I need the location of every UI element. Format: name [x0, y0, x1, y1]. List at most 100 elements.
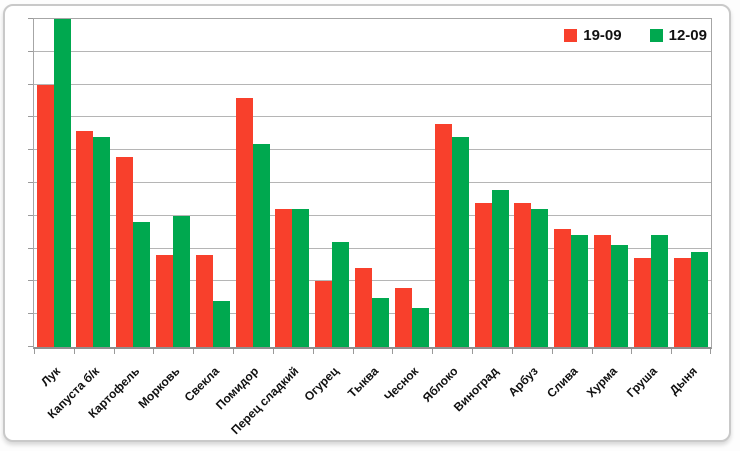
x-axis-label: Огурец: [301, 364, 342, 404]
x-axis-tick: [34, 349, 35, 354]
x-axis-label: Перец сладкий: [228, 364, 302, 438]
bar-12-09-Лук: [53, 19, 71, 347]
x-axis-label: Картофель: [85, 364, 143, 421]
bar-group-Хурма: [592, 19, 632, 347]
bar-12-09-Дыня: [690, 251, 708, 347]
gridline: [34, 83, 711, 85]
bar-group-Яблоко: [432, 19, 472, 347]
bar-19-09-Чеснок: [394, 287, 412, 347]
bar-12-09-Помидор: [252, 143, 270, 347]
legend-swatch-green: [649, 29, 663, 42]
legend-item-19-09: 19-09: [564, 27, 622, 44]
bar-group-Чеснок: [392, 19, 432, 347]
gridline: [34, 214, 711, 216]
x-axis-label: Дыня: [666, 364, 700, 398]
bar-12-09-Свекла: [212, 301, 230, 347]
x-axis-label: Арбуз: [505, 364, 541, 400]
bar-19-09-Лук: [36, 84, 54, 347]
bar-19-09-Перец сладкий: [275, 209, 293, 347]
bar-19-09-Капуста б/к: [76, 130, 94, 347]
bar-group-Груша: [631, 19, 671, 347]
x-axis-label: Лук: [37, 364, 63, 389]
x-axis-label: Виноград: [450, 364, 501, 415]
x-axis-label: Морковь: [135, 364, 183, 412]
bar-12-09-Перец сладкий: [292, 209, 310, 347]
bar-group-Огурец: [313, 19, 353, 347]
bar-group-Свекла: [193, 19, 233, 347]
bar-12-09-Тыква: [372, 297, 390, 347]
x-axis-tick: [312, 349, 314, 354]
x-axis-label: Чеснок: [381, 364, 422, 404]
x-axis-label: Груша: [624, 364, 660, 401]
x-axis-tick: [113, 349, 115, 354]
bar-group-Картофель: [114, 19, 154, 347]
bar-12-09-Картофель: [133, 222, 151, 347]
x-axis-tick: [432, 349, 434, 354]
x-axis-tick: [73, 349, 75, 354]
y-axis-tick: [28, 182, 33, 183]
bar-group-Арбуз: [512, 19, 552, 347]
x-axis-tick: [511, 349, 513, 354]
x-axis-tick: [233, 349, 235, 354]
y-axis-tick: [28, 346, 33, 347]
bar-19-09-Свекла: [195, 255, 213, 347]
x-axis-tick: [631, 349, 633, 354]
x-axis-tick: [153, 349, 155, 354]
y-axis-tick: [28, 247, 33, 249]
gridline: [34, 182, 711, 183]
bar-12-09-Груша: [650, 235, 668, 347]
bar-19-09-Слива: [554, 228, 572, 347]
bar-19-09-Дыня: [673, 258, 691, 347]
legend-item-12-09: 12-09: [649, 27, 707, 44]
bar-19-09-Виноград: [474, 202, 492, 347]
x-axis-label: Помидор: [213, 364, 262, 413]
x-axis-tick: [551, 349, 553, 354]
bar-12-09-Слива: [571, 235, 589, 347]
x-axis-tick: [591, 349, 593, 354]
legend: 19-09 12-09: [564, 27, 707, 44]
bar-group-Морковь: [153, 19, 193, 347]
y-axis-tick: [28, 18, 33, 19]
bar-12-09-Огурец: [332, 242, 350, 347]
bar-19-09-Картофель: [116, 156, 134, 347]
bar-12-09-Яблоко: [451, 137, 469, 347]
bar-19-09-Морковь: [155, 255, 173, 347]
x-axis-tick: [193, 349, 195, 354]
bar-group-Тыква: [353, 19, 393, 347]
x-axis-label: Капуста б/к: [45, 364, 103, 422]
bar-group-Лук: [34, 19, 74, 347]
legend-swatch-red: [564, 29, 578, 42]
chart-card: Лук Капуста б/к Картофель Морковь Свекла Поми…: [3, 4, 731, 442]
gridline: [34, 50, 711, 52]
y-axis-tick: [28, 280, 33, 282]
y-axis-tick: [28, 214, 33, 216]
x-axis-label: Слива: [543, 364, 581, 401]
x-axis-label: Свекла: [181, 364, 222, 405]
bar-12-09-Чеснок: [411, 307, 429, 347]
y-axis-tick: [28, 116, 33, 118]
x-axis-tick: [392, 349, 394, 354]
plot-area: [28, 18, 712, 354]
gridline: [34, 247, 711, 249]
bar-19-09-Арбуз: [514, 202, 532, 347]
bar-12-09-Хурма: [611, 245, 629, 347]
gridline: [34, 116, 711, 118]
bar-19-09-Хурма: [594, 235, 612, 347]
y-axis-tick: [28, 50, 33, 52]
x-axis-label: Тыква: [344, 364, 382, 401]
y-axis-tick: [28, 149, 33, 151]
x-axis-tick: [352, 349, 354, 354]
gridline: [34, 280, 711, 282]
bar-19-09-Помидор: [235, 97, 253, 347]
bar-group-Капуста б/к: [74, 19, 114, 347]
x-axis-label: Яблоко: [420, 364, 461, 405]
x-axis-label: Хурма: [584, 364, 621, 401]
bar-group-Дыня: [671, 19, 711, 347]
bar-19-09-Яблоко: [434, 123, 452, 347]
bar-12-09-Виноград: [491, 189, 509, 347]
x-axis-tick: [671, 349, 673, 354]
bar-19-09-Огурец: [315, 281, 333, 347]
bar-group-Перец сладкий: [273, 19, 313, 347]
chart-canvas: Лук Капуста б/к Картофель Морковь Свекла Поми…: [5, 6, 729, 440]
